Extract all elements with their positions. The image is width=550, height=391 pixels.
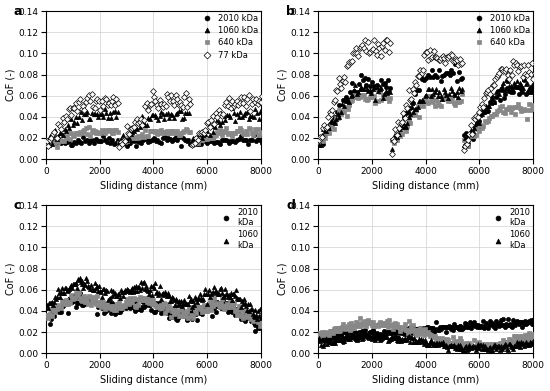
Y-axis label: CoF (-): CoF (-) [6,69,15,101]
X-axis label: Sliding distance (mm): Sliding distance (mm) [100,181,207,191]
X-axis label: Sliding distance (mm): Sliding distance (mm) [100,375,207,386]
X-axis label: Sliding distance (mm): Sliding distance (mm) [372,181,479,191]
Text: c: c [14,199,21,212]
Y-axis label: CoF (-): CoF (-) [278,263,288,296]
Text: d: d [286,199,295,212]
Text: a: a [14,5,23,18]
X-axis label: Sliding distance (mm): Sliding distance (mm) [372,375,479,386]
Legend: 2010 kDa, 1060 kDa, 640 kDa: 2010 kDa, 1060 kDa, 640 kDa [471,14,530,47]
Text: b: b [286,5,295,18]
Legend: 2010 kDa, 1060 kDa, 640 kDa, 77 kDa: 2010 kDa, 1060 kDa, 640 kDa, 77 kDa [199,14,258,59]
Y-axis label: CoF (-): CoF (-) [6,263,15,296]
Legend: 2010
kDa, 1060
kDa: 2010 kDa, 1060 kDa [490,208,530,250]
Legend: 2010
kDa, 1060
kDa: 2010 kDa, 1060 kDa [218,208,258,250]
Y-axis label: CoF (-): CoF (-) [278,69,288,101]
